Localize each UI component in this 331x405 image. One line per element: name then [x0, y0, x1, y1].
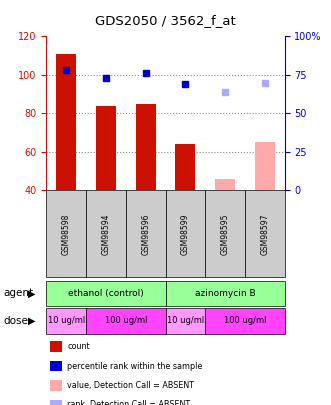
Text: ▶: ▶	[28, 316, 36, 326]
Text: GSM98594: GSM98594	[101, 213, 111, 255]
Text: 10 ug/ml: 10 ug/ml	[48, 316, 85, 326]
Bar	[175, 144, 195, 190]
Text: GSM98596: GSM98596	[141, 213, 150, 255]
Text: azinomycin B: azinomycin B	[195, 289, 256, 298]
Text: dose: dose	[3, 316, 28, 326]
Text: 100 ug/ml: 100 ug/ml	[224, 316, 266, 326]
Text: agent: agent	[3, 288, 33, 298]
Text: GSM98595: GSM98595	[220, 213, 230, 255]
Text: GSM98597: GSM98597	[260, 213, 269, 255]
Bar	[96, 106, 116, 190]
Text: percentile rank within the sample: percentile rank within the sample	[67, 362, 203, 371]
Text: ethanol (control): ethanol (control)	[68, 289, 144, 298]
Text: GDS2050 / 3562_f_at: GDS2050 / 3562_f_at	[95, 14, 236, 27]
Bar	[215, 179, 235, 190]
Text: value, Detection Call = ABSENT: value, Detection Call = ABSENT	[67, 381, 194, 390]
Bar	[255, 142, 275, 190]
Bar	[136, 104, 156, 190]
Text: count: count	[67, 342, 90, 351]
Text: rank, Detection Call = ABSENT: rank, Detection Call = ABSENT	[67, 401, 190, 405]
Text: 10 ug/ml: 10 ug/ml	[167, 316, 204, 326]
Text: ▶: ▶	[28, 288, 36, 298]
Bar	[56, 54, 76, 190]
Text: GSM98598: GSM98598	[62, 213, 71, 255]
Text: 100 ug/ml: 100 ug/ml	[105, 316, 147, 326]
Text: GSM98599: GSM98599	[181, 213, 190, 255]
